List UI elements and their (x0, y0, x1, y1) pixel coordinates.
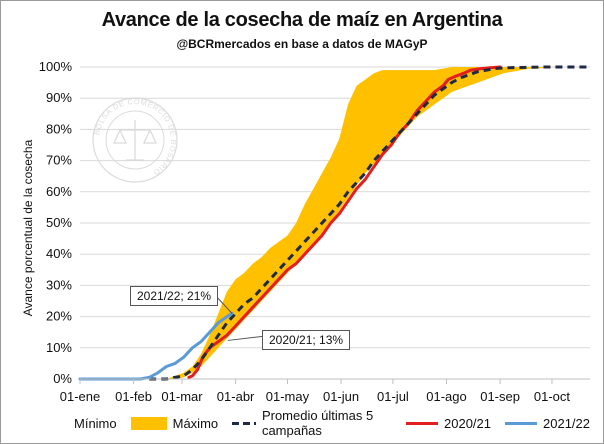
y-tick-label: 80% (46, 121, 72, 136)
legend-swatch-max (130, 416, 167, 430)
legend-item-min: Mínimo (70, 416, 117, 431)
y-tick-label: 50% (46, 215, 72, 230)
watermark-seal: BOLSA DE COMERCIO DE ROSARIO (92, 97, 178, 183)
x-tick-labels: 01-ene 01-feb 01-mar 01-abr 01-may 01-jun 01-j… (60, 389, 571, 404)
x-tick-label: 01-ago (426, 389, 466, 404)
y-tick-label: 0% (53, 371, 72, 386)
x-tick-label: 01-oct (534, 389, 571, 404)
x-tick-label: 01-jun (323, 389, 359, 404)
legend-swatch-2020-21 (406, 421, 438, 425)
y-tick-label: 90% (46, 90, 72, 105)
series-line-2020-21 (187, 65, 502, 379)
x-tick-label: 01-mar (161, 389, 203, 404)
x-tick-label: 01-may (266, 389, 310, 404)
legend-label-average: Promedio últimas 5 campañas (261, 408, 374, 438)
legend-label-min: Mínimo (74, 415, 117, 431)
annotation-2021-22: 2021/22; 21% (130, 286, 219, 306)
y-tick-label: 60% (46, 184, 72, 199)
y-tick-label: 40% (46, 246, 72, 261)
chart-title: Avance de la cosecha de maíz en Argentin… (101, 9, 503, 31)
chart-subtitle: @BCRmercados en base a datos de MAGyP (176, 37, 428, 51)
y-tick-label: 100% (39, 59, 73, 74)
x-tick-label: 01-sep (480, 389, 520, 404)
y-tick-label: 30% (46, 277, 72, 292)
legend-swatch-average (232, 421, 256, 425)
annotation-2020-21: 2020/21; 13% (262, 330, 351, 350)
x-tick-label: 01-feb (115, 389, 152, 404)
x-tick-label: 01-jul (377, 389, 409, 404)
legend-item-average: Promedio últimas 5 campañas (232, 408, 392, 438)
legend-swatch-2021-22 (505, 421, 537, 425)
x-tick-label: 01-abr (217, 389, 255, 404)
y-tick-label: 70% (46, 153, 72, 168)
y-tick-labels: 0% 10% 20% 30% 40% 50% 60% 70% 80% 90% 100% (39, 59, 73, 386)
legend-item-2020-21: 2020/21 (406, 416, 491, 431)
legend-item-2021-22: 2021/22 (505, 416, 590, 431)
legend-label-max: Máximo (172, 415, 219, 431)
y-tick-label: 10% (46, 340, 72, 355)
annotation-leader-2020-21 (227, 335, 267, 341)
legend-label-2020-21: 2020/21 (444, 415, 491, 431)
legend-item-max: Máximo (130, 415, 219, 431)
series-line-average (149, 65, 590, 381)
legend-label-2021-22: 2021/22 (543, 415, 590, 431)
legend: Mínimo Máximo Promedio últimas 5 campaña… (70, 408, 604, 438)
y-tick-label: 20% (46, 309, 72, 324)
x-tick-label: 01-ene (60, 389, 100, 404)
axes (79, 378, 590, 384)
